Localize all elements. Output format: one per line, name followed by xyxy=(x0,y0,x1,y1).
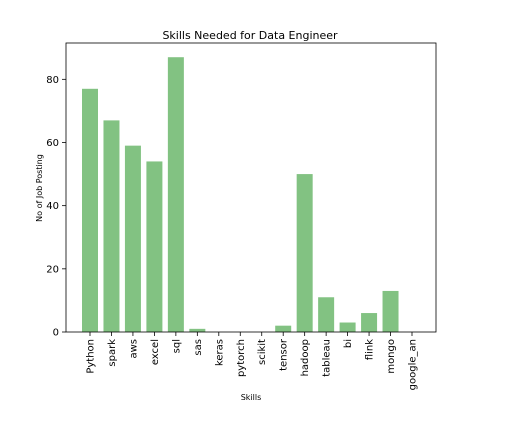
bar-python xyxy=(82,88,98,332)
x-tick-label: tensor xyxy=(279,338,290,371)
x-axis: Python spark aws excel sql sas keras pytorch sci… xyxy=(86,332,419,390)
bar-tensor xyxy=(275,325,292,332)
bar-bi xyxy=(339,322,356,332)
y-tick-label: 20 xyxy=(46,264,59,275)
chart-title: Skills Needed for Data Engineer xyxy=(162,29,338,42)
x-tick-label: flink xyxy=(365,339,376,360)
x-tick-label: excel xyxy=(150,339,161,365)
y-tick-label: 40 xyxy=(46,201,59,212)
bar-tableau xyxy=(318,297,335,332)
x-tick-label: mongo xyxy=(386,339,397,374)
bar-sas xyxy=(189,328,206,332)
x-tick-label: hadoop xyxy=(300,339,311,376)
x-tick-label: tableau xyxy=(322,339,333,377)
plot-frame xyxy=(65,42,437,333)
bars-layer xyxy=(82,57,399,333)
bar-flink xyxy=(361,313,378,332)
bar-sql xyxy=(167,57,184,333)
bar-aws xyxy=(124,145,141,332)
bar-hadoop xyxy=(296,174,313,332)
y-tick-label: 0 xyxy=(53,328,59,339)
x-tick-label: google_an xyxy=(408,339,419,390)
bar-excel xyxy=(146,161,163,332)
x-tick-label: pytorch xyxy=(236,339,247,377)
y-axis-label: No of Job Posting xyxy=(35,154,44,222)
bar-spark xyxy=(103,120,120,332)
bar-mongo xyxy=(382,290,399,332)
x-tick-label: Python xyxy=(86,339,97,374)
x-tick-label: aws xyxy=(128,339,139,359)
x-tick-label: sql xyxy=(171,339,182,353)
x-tick-label: sas xyxy=(193,339,204,356)
y-axis: 0 20 40 60 80 xyxy=(46,75,66,339)
x-tick-label: bi xyxy=(343,339,354,348)
y-tick-label: 60 xyxy=(46,138,59,149)
x-tick-label: keras xyxy=(214,339,225,366)
y-tick-label: 80 xyxy=(46,75,59,86)
x-tick-label: spark xyxy=(107,339,118,367)
x-axis-label: Skills xyxy=(241,393,262,402)
x-tick-label: scikit xyxy=(257,339,268,365)
